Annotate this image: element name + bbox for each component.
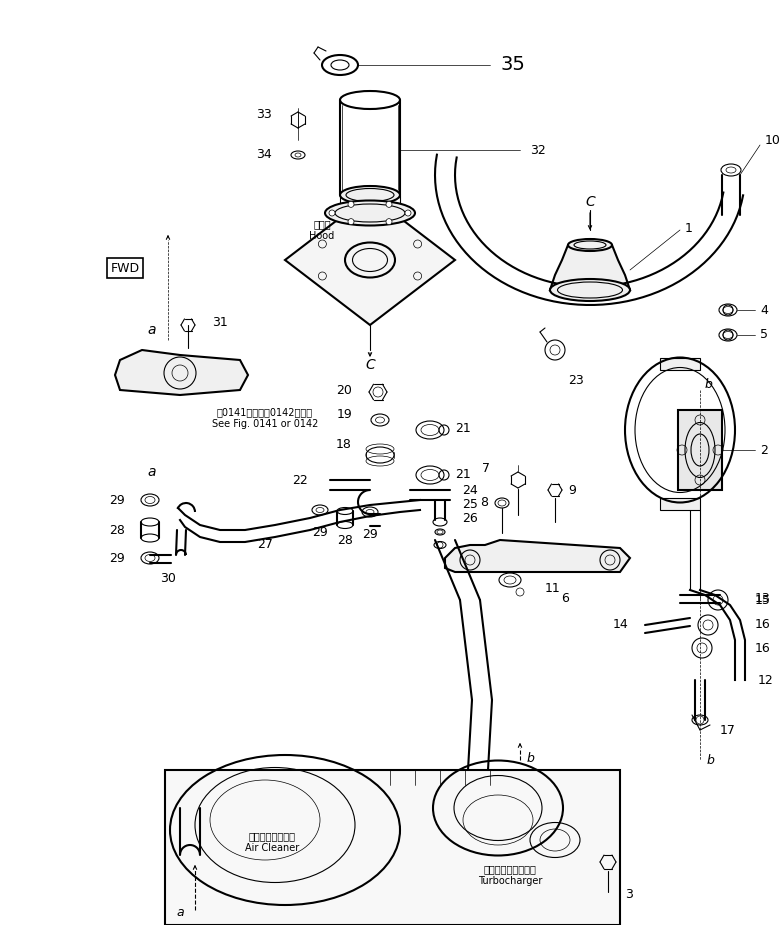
Text: 27: 27 — [257, 538, 273, 551]
Text: 25: 25 — [462, 498, 478, 511]
Text: フード
Hood: フード Hood — [310, 219, 335, 240]
Text: 図0141図または0142図参照
See Fig. 0141 or 0142: 図0141図または0142図参照 See Fig. 0141 or 0142 — [212, 407, 318, 429]
Polygon shape — [115, 350, 248, 395]
Polygon shape — [285, 195, 455, 325]
Polygon shape — [550, 245, 630, 290]
Text: エアークリーナー
Air Cleaner: エアークリーナー Air Cleaner — [245, 832, 299, 853]
Text: 11: 11 — [545, 582, 561, 595]
Text: 31: 31 — [212, 315, 228, 328]
Text: ターボチャージャー
Turbocharger: ターボチャージャー Turbocharger — [478, 864, 542, 886]
Text: 9: 9 — [568, 484, 576, 497]
Text: b: b — [706, 754, 714, 767]
Text: 5: 5 — [760, 328, 768, 341]
Text: 3: 3 — [625, 889, 633, 902]
Polygon shape — [445, 540, 630, 572]
Bar — [165, 770, 620, 925]
Text: 35: 35 — [500, 56, 525, 75]
Text: 8: 8 — [480, 497, 488, 510]
Text: 32: 32 — [530, 143, 546, 156]
Ellipse shape — [340, 186, 400, 204]
Text: 7: 7 — [482, 462, 490, 475]
Text: 21: 21 — [455, 468, 471, 482]
Ellipse shape — [325, 201, 415, 226]
Polygon shape — [660, 358, 700, 370]
Text: 4: 4 — [760, 303, 768, 316]
Text: 6: 6 — [561, 591, 569, 605]
Polygon shape — [660, 498, 700, 510]
Text: 29: 29 — [109, 551, 125, 564]
Text: 33: 33 — [257, 108, 272, 121]
Text: 26: 26 — [462, 512, 477, 524]
Text: 12: 12 — [758, 673, 774, 686]
Text: FWD: FWD — [111, 262, 140, 275]
Circle shape — [348, 218, 354, 225]
Text: 29: 29 — [362, 527, 378, 540]
Text: 20: 20 — [336, 384, 352, 397]
Ellipse shape — [550, 279, 630, 301]
Text: 10: 10 — [765, 133, 780, 146]
Text: a: a — [147, 465, 156, 479]
Text: 34: 34 — [257, 149, 272, 162]
Text: C: C — [585, 195, 595, 209]
Text: b: b — [526, 751, 534, 764]
Text: 14: 14 — [612, 619, 628, 632]
Bar — [678, 410, 722, 490]
Text: 23: 23 — [568, 374, 583, 387]
Ellipse shape — [568, 239, 612, 251]
Text: 17: 17 — [720, 723, 736, 736]
Text: 18: 18 — [336, 438, 352, 451]
Text: a: a — [176, 906, 184, 919]
Text: 21: 21 — [455, 422, 471, 435]
Text: 28: 28 — [337, 534, 353, 547]
Text: 30: 30 — [160, 572, 176, 585]
Circle shape — [386, 202, 392, 207]
Circle shape — [386, 218, 392, 225]
Circle shape — [405, 210, 411, 216]
Text: 16: 16 — [755, 642, 771, 655]
Text: b: b — [704, 378, 712, 391]
Circle shape — [329, 210, 335, 216]
Text: 1: 1 — [685, 221, 693, 235]
Text: 22: 22 — [292, 474, 308, 487]
Text: 13: 13 — [755, 591, 771, 605]
Text: 24: 24 — [462, 484, 477, 497]
Text: 19: 19 — [336, 409, 352, 422]
Text: a: a — [147, 323, 156, 337]
Text: C: C — [365, 358, 375, 372]
Text: 2: 2 — [760, 443, 768, 457]
Text: 28: 28 — [109, 524, 125, 536]
Text: 29: 29 — [109, 494, 125, 507]
Text: 29: 29 — [312, 525, 328, 538]
Text: 16: 16 — [755, 619, 771, 632]
Text: 15: 15 — [755, 594, 771, 607]
Circle shape — [348, 202, 354, 207]
